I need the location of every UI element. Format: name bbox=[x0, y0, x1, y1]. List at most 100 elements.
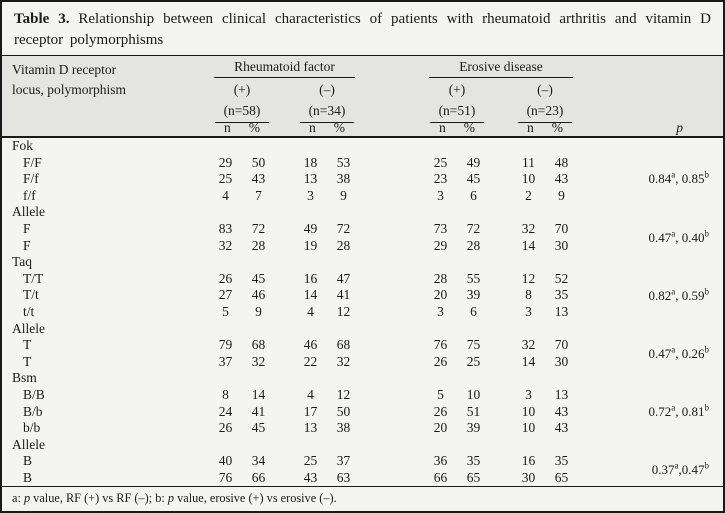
cell-value: 32 bbox=[336, 353, 351, 369]
p-value: 0.47a, 0.26b bbox=[648, 344, 710, 361]
cell-value: 53 bbox=[336, 154, 351, 170]
row-header-line2: locus, polymorphism bbox=[12, 82, 126, 97]
p-superscript: b bbox=[704, 228, 710, 239]
cell-value: 75 bbox=[466, 337, 481, 353]
cell-value: 24 bbox=[218, 403, 233, 419]
cell-value: 6 bbox=[470, 303, 477, 319]
cell-value: 49 bbox=[466, 154, 481, 170]
cell-value: 25 bbox=[433, 154, 448, 170]
cell-value: 35 bbox=[466, 453, 481, 469]
footnote-a-prefix: a: bbox=[12, 491, 24, 506]
cell-value: 68 bbox=[336, 337, 351, 353]
cell-value: 28 bbox=[336, 237, 351, 253]
rf-negative-sign: (–) bbox=[319, 82, 335, 97]
cell-value: 37 bbox=[336, 453, 351, 469]
n-header: n bbox=[527, 120, 534, 135]
cell-value: 10 bbox=[521, 420, 536, 436]
cell-value: 32 bbox=[521, 337, 536, 353]
table-row: F 32 28 19 28 29 28 14 30 bbox=[2, 238, 723, 255]
table-row: B 76 66 43 63 66 65 30 65 bbox=[2, 470, 723, 487]
cell-value: 45 bbox=[466, 171, 481, 187]
cell-value: 4 bbox=[222, 187, 229, 203]
cell-value: 83 bbox=[218, 220, 233, 236]
row-label: F bbox=[23, 220, 31, 236]
cell-value: 8 bbox=[525, 287, 532, 303]
table-row: f/f 4 7 3 9 3 6 2 9 bbox=[2, 188, 723, 205]
cell-value: 9 bbox=[558, 187, 565, 203]
cell-value: 5 bbox=[222, 303, 229, 319]
p-value: 0.37a,0.47b bbox=[651, 460, 709, 477]
table-row: T/T 26 45 16 47 28 55 12 52 bbox=[2, 271, 723, 288]
cell-value: 32 bbox=[521, 220, 536, 236]
cell-value: 14 bbox=[521, 353, 536, 369]
section-rows: F/F 29 50 18 53 25 49 11 48 F/f 25 43 13 38 23 45 10 43 f/… bbox=[2, 155, 723, 205]
section-label-row: Allele bbox=[2, 437, 723, 454]
cell-value: 3 bbox=[437, 187, 444, 203]
cell-value: 43 bbox=[303, 469, 318, 485]
cell-value: 10 bbox=[521, 403, 536, 419]
p-superscript: b bbox=[704, 344, 710, 355]
cell-value: 13 bbox=[554, 303, 569, 319]
table-body: Fok F/F 29 50 18 53 25 49 11 48 F/f 25 43 13 38 23 45 10 4… bbox=[2, 138, 723, 486]
section-label-row: Allele bbox=[2, 321, 723, 338]
cell-value: 11 bbox=[522, 154, 535, 170]
cell-value: 65 bbox=[554, 469, 569, 485]
rf-negative-count: (n=34) bbox=[308, 103, 346, 118]
cell-value: 14 bbox=[251, 386, 266, 402]
cell-value: 10 bbox=[466, 386, 481, 402]
row-label: T/t bbox=[23, 287, 39, 303]
cell-value: 40 bbox=[218, 453, 233, 469]
cell-value: 28 bbox=[466, 237, 481, 253]
cell-value: 2 bbox=[525, 187, 532, 203]
section-label: Taq bbox=[12, 254, 33, 270]
cell-value: 4 bbox=[307, 303, 314, 319]
pct-header: % bbox=[333, 120, 345, 135]
cell-value: 25 bbox=[303, 453, 318, 469]
cell-value: 35 bbox=[554, 453, 569, 469]
cell-value: 30 bbox=[554, 353, 569, 369]
cell-value: 32 bbox=[218, 237, 233, 253]
p-superscript: a bbox=[671, 286, 676, 297]
p-value: 0.82a, 0.59b bbox=[648, 286, 710, 303]
cell-value: 25 bbox=[466, 353, 481, 369]
cell-value: 43 bbox=[251, 171, 266, 187]
cell-value: 66 bbox=[251, 469, 266, 485]
p-superscript: a bbox=[671, 344, 676, 355]
cell-value: 72 bbox=[466, 220, 481, 236]
cell-value: 23 bbox=[433, 171, 448, 187]
cell-value: 43 bbox=[554, 171, 569, 187]
cell-value: 3 bbox=[437, 303, 444, 319]
table-header: Vitamin D receptor locus, polymorphism R… bbox=[2, 55, 723, 138]
rf-positive-sign: (+) bbox=[233, 82, 251, 97]
p-superscript: b bbox=[704, 170, 710, 181]
cell-value: 9 bbox=[255, 303, 262, 319]
cell-value: 28 bbox=[251, 237, 266, 253]
footnote-b-text: value, erosive (+) vs erosive (–). bbox=[174, 491, 337, 506]
cell-value: 30 bbox=[554, 237, 569, 253]
group-erosive-disease: Erosive disease bbox=[429, 56, 573, 78]
row-label: F/F bbox=[23, 154, 42, 170]
section-label: Allele bbox=[12, 320, 45, 336]
cell-value: 79 bbox=[218, 337, 233, 353]
row-label: B bbox=[23, 453, 33, 469]
table-row: F/F 29 50 18 53 25 49 11 48 bbox=[2, 155, 723, 172]
section-label-row: Taq bbox=[2, 254, 723, 271]
pct-header: % bbox=[463, 120, 475, 135]
section-rows: T 79 68 46 68 76 75 32 70 T 37 32 22 32 26 25 14 30 0.47a,… bbox=[2, 337, 723, 370]
cell-value: 18 bbox=[303, 154, 318, 170]
cell-value: 63 bbox=[336, 469, 351, 485]
cell-value: 19 bbox=[303, 237, 318, 253]
row-label: t/t bbox=[23, 303, 35, 319]
row-label: T/T bbox=[23, 270, 44, 286]
row-header-label: Vitamin D receptor locus, polymorphism bbox=[2, 56, 209, 136]
table-row: T 37 32 22 32 26 25 14 30 bbox=[2, 354, 723, 371]
table-footnote: a: p value, RF (+) vs RF (–); b: p value… bbox=[2, 486, 723, 506]
cell-value: 73 bbox=[433, 220, 448, 236]
cell-value: 12 bbox=[336, 303, 351, 319]
section-rows: B 40 34 25 37 36 35 16 35 B 76 66 43 63 66 65 30 65 0.37a,… bbox=[2, 453, 723, 486]
row-label: B bbox=[23, 469, 33, 485]
section-rows: T/T 26 45 16 47 28 55 12 52 T/t 27 46 14 41 20 39 8 35 t/t… bbox=[2, 271, 723, 321]
cell-value: 35 bbox=[554, 287, 569, 303]
p-superscript: b bbox=[704, 402, 710, 413]
row-label: b/b bbox=[23, 420, 41, 436]
